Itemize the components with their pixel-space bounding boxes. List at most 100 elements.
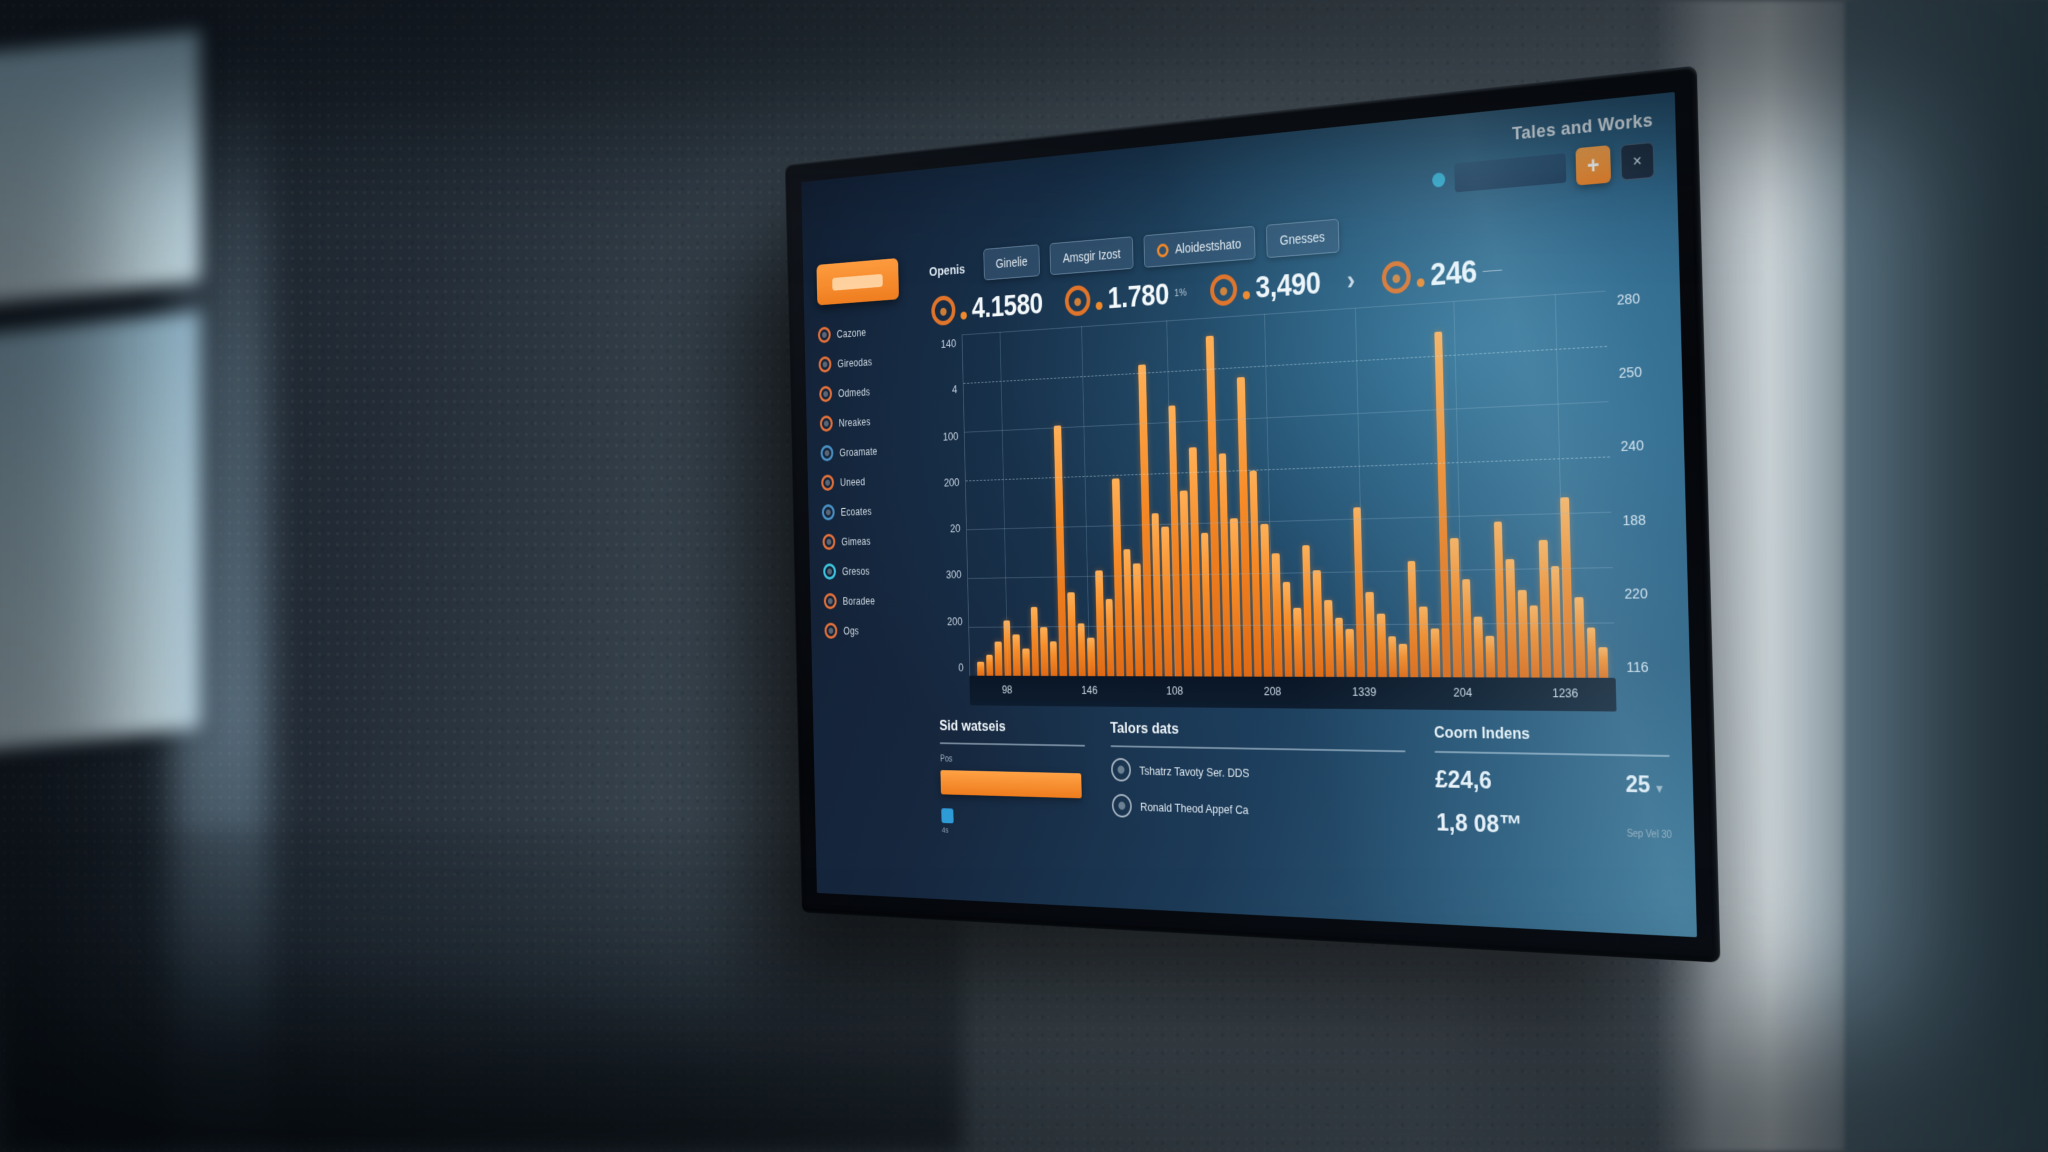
sidebar-item-label: Cazone (837, 326, 867, 340)
tv-frame: Cazone Gireodas Odmeds Nreakes Groamate Uneed… (785, 66, 1721, 963)
tab-gnesses[interactable]: Gnesses (1266, 219, 1340, 258)
x-tick-label: 1339 (1352, 685, 1377, 699)
app-title: Tales and Works (1512, 110, 1653, 145)
y-tick-label: 0 (938, 661, 964, 674)
bar (986, 655, 993, 676)
y-tick-label: 200 (937, 614, 963, 627)
y-tick-label: 140 (931, 337, 957, 352)
y-tick-label: 280 (1617, 289, 1658, 309)
y-tick-label: 116 (1626, 659, 1667, 676)
stat-side-value[interactable]: 25 ▼ (1625, 771, 1671, 800)
y-tick-label: 188 (1622, 511, 1663, 529)
bar (1133, 563, 1143, 676)
bar (1067, 592, 1076, 676)
kpi-ring-icon (1210, 273, 1238, 306)
kpi-value: 1.780 (1107, 277, 1169, 316)
divider (1435, 751, 1670, 757)
section-label: Openis (929, 262, 965, 280)
bar (1574, 597, 1585, 678)
y-tick-label: 300 (936, 568, 962, 581)
bar (1485, 636, 1494, 678)
y-tick-label: 200 (934, 475, 960, 489)
sidebar-item-gimeas[interactable]: Gimeas (822, 531, 925, 550)
sidebar-item-label: Odmeds (838, 385, 870, 399)
caret-down-icon: ▼ (1654, 782, 1665, 796)
sidebar-item-ecoates[interactable]: Ecoates (822, 501, 925, 520)
x-tick-label: 208 (1264, 684, 1282, 698)
search-bar[interactable] (1454, 153, 1566, 192)
x-tick-label: 1236 (1552, 685, 1578, 700)
sidebar-item-odmeds[interactable]: Odmeds (819, 380, 922, 402)
bar (1095, 571, 1105, 676)
list-panel: Talors dats Tshatrz Tavoty Ser. DDS Ronal… (1110, 719, 1409, 905)
sidebar-item-gresos[interactable]: Gresos (823, 561, 926, 579)
y-tick-label: 4 (932, 383, 958, 397)
sidebar-item-label: Uneed (840, 475, 865, 488)
bar (1539, 540, 1551, 678)
bar (1030, 607, 1039, 676)
legend-swatch-icon (941, 808, 953, 823)
sidebar-active-item[interactable] (816, 258, 899, 305)
bar (1431, 628, 1440, 677)
sidebar-item-cazone[interactable]: Cazone (818, 320, 921, 343)
sidebar-item-nreakes[interactable]: Nreakes (820, 410, 923, 431)
close-button[interactable]: × (1620, 142, 1654, 181)
kpi-dot-icon (1417, 278, 1425, 287)
bar (1494, 522, 1506, 678)
bar (1040, 627, 1048, 676)
sidebar-item-groamate[interactable]: Groamate (820, 441, 923, 462)
sidebar-item-icon (823, 563, 836, 579)
bar (1161, 527, 1172, 677)
room-scene: Cazone Gireodas Odmeds Nreakes Groamate Uneed… (0, 0, 2048, 1152)
tab-ginelie[interactable]: Ginelie (983, 244, 1040, 280)
kpi-dot-icon (1243, 291, 1250, 300)
tab-label: Aloidestshato (1175, 236, 1241, 256)
tab-label: Gnesses (1280, 229, 1325, 248)
kpi-item: 4.1580 (931, 286, 1043, 327)
tab-amsgir-izost[interactable]: Amsgir Izost (1050, 236, 1134, 275)
list-item-text: Tshatrz Tavoty Ser. DDS (1139, 763, 1249, 779)
bar (995, 641, 1003, 675)
sidebar-active-highlight (832, 273, 883, 290)
sidebar-item-label: Ogs (843, 625, 859, 637)
bar (1271, 553, 1282, 677)
bar (1346, 629, 1355, 677)
x-tick-label: 108 (1166, 684, 1183, 698)
progress-label: Pos (940, 754, 1085, 767)
bar (1518, 590, 1529, 678)
bar (1302, 545, 1313, 677)
status-dot-icon (1432, 172, 1445, 188)
y-tick-label: 220 (1624, 585, 1665, 602)
wall-mounted-display: Cazone Gireodas Odmeds Nreakes Groamate Uneed… (785, 66, 1721, 963)
add-button[interactable]: + (1575, 145, 1611, 186)
y-tick-label: 20 (935, 522, 961, 536)
list-item[interactable]: Ronald Theod Appef Ca (1112, 794, 1408, 827)
sidebar-item-gireodas[interactable]: Gireodas (818, 350, 921, 373)
list-item[interactable]: Tshatrz Tavoty Ser. DDS (1111, 758, 1407, 789)
x-tick-label: 146 (1081, 683, 1098, 697)
bar (1324, 600, 1334, 677)
bar (1105, 599, 1114, 676)
stat-secondary-value: 1,8 08™ (1436, 807, 1609, 842)
bar (1419, 606, 1429, 677)
kpi-value: 246 (1430, 253, 1477, 293)
bar (1123, 549, 1133, 676)
bar (1407, 561, 1418, 677)
kpi-item: 1.780 1% (1065, 275, 1188, 318)
sidebar-item-label: Groamate (839, 445, 877, 459)
sidebar-item-ogs[interactable]: Ogs (824, 622, 927, 639)
bar (1366, 592, 1376, 677)
chart-section: 140 4 100 200 20 300 200 0 280 250 240 188 220 116 9… (931, 287, 1669, 712)
tv-screen: Cazone Gireodas Odmeds Nreakes Groamate Uneed… (801, 92, 1697, 937)
kpi-ring-icon (931, 295, 956, 326)
sidebar-item-uneed[interactable]: Uneed (821, 471, 924, 491)
x-axis: 98 146 108 208 1339 204 1236 (969, 676, 1616, 712)
sidebar-item-boradee[interactable]: Boradee (824, 592, 927, 610)
kpi-dot-icon (1096, 302, 1103, 311)
kpi-value: 3,490 (1255, 265, 1321, 305)
bar (1201, 533, 1212, 677)
bar (1022, 648, 1030, 676)
stats-grid: £24,6 25 ▼ 1,8 08™ Sep Vel 30 (1435, 764, 1672, 845)
bar (977, 662, 984, 676)
bar (1282, 582, 1292, 677)
